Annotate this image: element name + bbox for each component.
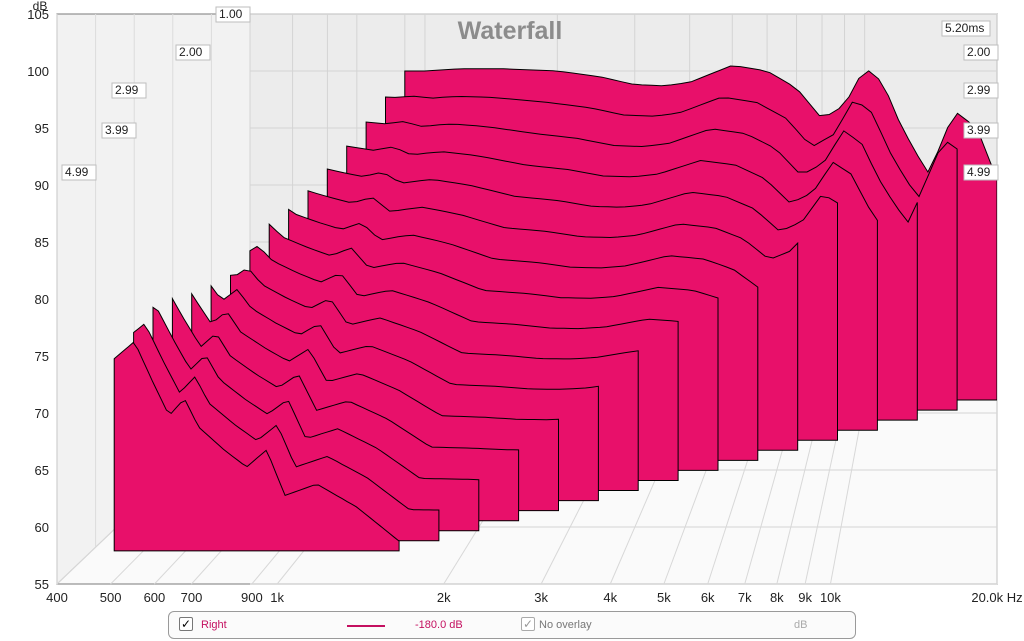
legend-right-label: Right — [201, 619, 227, 631]
x-tick-label: 6k — [701, 590, 715, 605]
legend-line-swatch — [347, 625, 385, 627]
y-tick-label: 65 — [35, 463, 49, 478]
legend-right-value: -180.0 dB — [415, 619, 463, 631]
x-tick-label: 1k — [270, 590, 284, 605]
right-checkbox[interactable]: ✓ — [179, 617, 193, 631]
y-tick-label: 70 — [35, 406, 49, 421]
legend-overlay-label: No overlay — [539, 619, 592, 631]
x-tick-label: 5k — [657, 590, 671, 605]
y-tick-label: 85 — [35, 235, 49, 250]
time-label-left-box — [111, 82, 147, 99]
time-label-right-box — [941, 20, 991, 37]
y-tick-label: 75 — [35, 349, 49, 364]
x-tick-label: 4k — [603, 590, 617, 605]
y-tick-label: 100 — [27, 64, 49, 79]
time-label-left: 2.00 — [179, 45, 203, 59]
time-label-left-box — [101, 122, 137, 139]
time-label-right-box — [963, 122, 999, 139]
time-label-right: 3.99 — [967, 123, 991, 137]
time-label-right-box — [963, 164, 999, 181]
x-tick-label: 9k — [798, 590, 812, 605]
waterfall-slice — [113, 341, 400, 552]
overlay-checkbox[interactable]: ✓ — [521, 617, 535, 631]
time-label-right: 2.00 — [967, 45, 991, 59]
x-tick-label: 2k — [437, 590, 451, 605]
x-tick-label: 700 — [181, 590, 203, 605]
x-tick-label: 10k — [820, 590, 841, 605]
time-label-left: 4.99 — [65, 165, 89, 179]
y-tick-label: 80 — [35, 292, 49, 307]
time-label-left-box — [215, 6, 251, 23]
x-tick-label: 7k — [738, 590, 752, 605]
time-label-right: 4.99 — [967, 165, 991, 179]
time-label-left: 2.99 — [115, 83, 139, 97]
x-tick-label: 20.0k Hz — [971, 590, 1022, 605]
chart-labels: 55 60 65 70 75 80 85 90 95 100 105 400 500 600 700 900 1… — [27, 6, 1023, 605]
legend-overlay-unit: dB — [794, 619, 808, 631]
time-label-left: 1.00 — [219, 7, 243, 21]
time-label-right-box — [963, 44, 999, 61]
x-tick-label: 400 — [46, 590, 68, 605]
x-tick-label: 3k — [534, 590, 548, 605]
x-tick-label: 600 — [144, 590, 166, 605]
chart-title: Waterfall — [458, 17, 563, 45]
time-label-left-box — [175, 44, 211, 61]
time-label-right: 2.99 — [967, 83, 991, 97]
y-tick-label: 90 — [35, 178, 49, 193]
time-label-left-box — [61, 164, 97, 181]
waterfall-slices — [113, 65, 997, 552]
x-tick-label: 900 — [241, 590, 263, 605]
x-tick-label: 500 — [100, 590, 122, 605]
time-label-left: 3.99 — [105, 123, 129, 137]
y-tick-label: 105 — [27, 7, 49, 22]
y-tick-label: 95 — [35, 121, 49, 136]
y-tick-label: 60 — [35, 520, 49, 535]
x-tick-label: 8k — [770, 590, 784, 605]
legend-bar: ✓ Right -180.0 dB ✓ No overlay dB — [168, 611, 856, 639]
y-tick-label: 55 — [35, 577, 49, 592]
time-label-right: 5.20ms — [945, 21, 984, 35]
time-label-right-box — [963, 82, 999, 99]
y-axis-label: dB — [33, 0, 48, 13]
